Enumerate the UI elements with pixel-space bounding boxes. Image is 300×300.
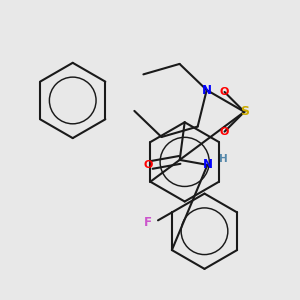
Text: O: O <box>220 127 229 136</box>
Text: O: O <box>143 160 153 170</box>
Text: N: N <box>202 158 212 171</box>
Text: N: N <box>202 83 212 97</box>
Text: H: H <box>219 154 228 164</box>
Text: O: O <box>220 87 229 97</box>
Text: S: S <box>240 105 249 118</box>
Text: F: F <box>144 216 152 229</box>
